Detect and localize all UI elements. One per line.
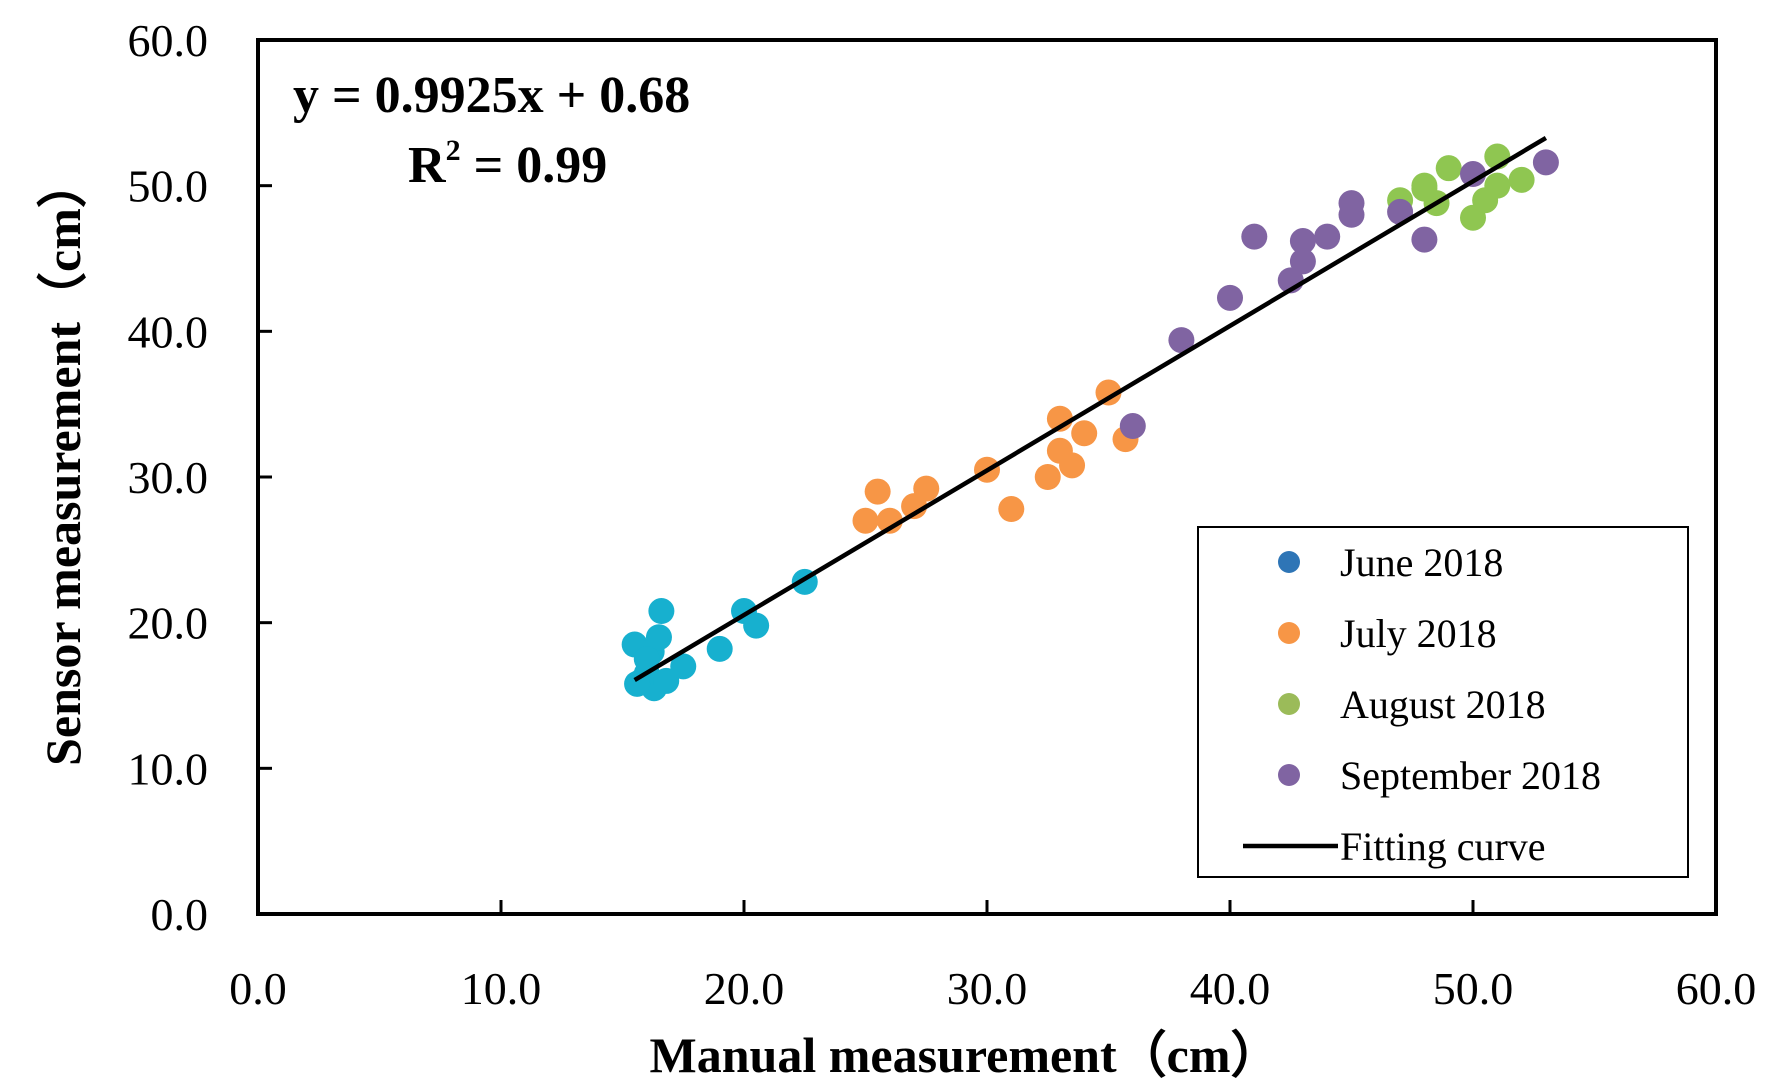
data-point-july-2018 — [1095, 379, 1122, 406]
legend-marker-july-2018 — [1278, 622, 1300, 644]
data-point-september-2018 — [1241, 223, 1268, 250]
data-point-july-2018 — [1071, 420, 1098, 447]
data-point-june-2018 — [648, 598, 675, 625]
x-tick-label: 20.0 — [704, 963, 785, 1014]
data-point-june-2018 — [645, 624, 672, 651]
x-tick-label: 0.0 — [229, 963, 287, 1014]
r-squared-value: = 0.99 — [461, 137, 608, 194]
data-point-june-2018 — [633, 646, 660, 673]
y-tick-label: 60.0 — [128, 15, 209, 66]
legend-label-september-2018: September 2018 — [1340, 753, 1601, 798]
data-point-september-2018 — [1119, 413, 1146, 440]
data-point-july-2018 — [998, 496, 1025, 523]
data-point-august-2018 — [1411, 175, 1438, 202]
x-tick-label: 30.0 — [947, 963, 1028, 1014]
y-tick-label: 40.0 — [128, 306, 209, 357]
regression-equation: y = 0.9925x + 0.68 — [293, 67, 690, 124]
data-point-july-2018 — [1059, 452, 1086, 479]
data-point-september-2018 — [1532, 149, 1559, 176]
data-point-june-2018 — [706, 635, 733, 662]
data-point-september-2018 — [1314, 223, 1341, 250]
fitting-curve-line — [633, 135, 1548, 682]
legend-label-fitting-curve: Fitting curve — [1340, 824, 1546, 869]
legend-marker-june-2018 — [1278, 551, 1300, 573]
x-tick-label: 50.0 — [1433, 963, 1514, 1014]
data-point-august-2018 — [1484, 172, 1511, 199]
data-point-july-2018 — [913, 475, 940, 502]
data-point-august-2018 — [1508, 166, 1535, 193]
legend-marker-august-2018 — [1278, 693, 1300, 715]
x-tick-label: 10.0 — [461, 963, 542, 1014]
data-point-september-2018 — [1168, 327, 1195, 354]
r-squared-annotation: R2 = 0.99 — [408, 134, 607, 194]
data-point-july-2018 — [876, 507, 903, 534]
data-point-august-2018 — [1435, 155, 1462, 182]
data-point-september-2018 — [1411, 226, 1438, 253]
data-point-september-2018 — [1460, 161, 1486, 188]
data-point-september-2018 — [1289, 248, 1316, 275]
data-point-june-2018 — [670, 653, 697, 680]
data-point-july-2018 — [864, 478, 891, 505]
legend-label-august-2018: August 2018 — [1340, 682, 1546, 727]
data-point-september-2018 — [1217, 284, 1243, 311]
r-squared-symbol: R — [408, 137, 447, 194]
y-tick-label: 0.0 — [151, 889, 209, 940]
legend: June 2018 July 2018 August 2018 September 2… — [1197, 526, 1689, 878]
data-point-june-2018 — [653, 667, 680, 694]
y-tick-label: 10.0 — [128, 743, 209, 794]
legend-label-june-2018: June 2018 — [1340, 540, 1503, 585]
data-point-july-2018 — [852, 507, 879, 534]
x-tick-label: 60.0 — [1676, 963, 1757, 1014]
legend-label-july-2018: July 2018 — [1340, 611, 1497, 656]
x-axis-title: Manual measurement（cm） — [650, 1027, 1281, 1083]
y-axis-title: Sensor measurement（cm） — [35, 158, 91, 766]
legend-marker-september-2018 — [1278, 764, 1300, 786]
y-tick-label: 20.0 — [128, 598, 209, 649]
data-point-september-2018 — [1289, 228, 1316, 255]
x-tick-label: 40.0 — [1190, 963, 1271, 1014]
y-tick-label: 30.0 — [128, 452, 209, 503]
data-point-july-2018 — [1034, 464, 1061, 490]
data-point-september-2018 — [1338, 201, 1365, 228]
data-point-june-2018 — [743, 612, 770, 639]
y-tick-label: 50.0 — [128, 161, 209, 212]
r-squared-superscript: 2 — [446, 134, 461, 167]
